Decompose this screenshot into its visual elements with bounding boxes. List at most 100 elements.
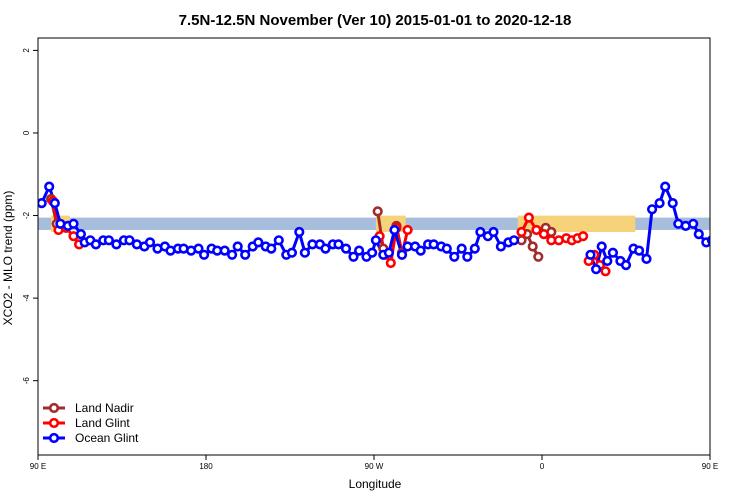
series-2-point-0-64 xyxy=(456,243,467,254)
legend-marker-1 xyxy=(48,417,60,429)
series-2-point-0-43 xyxy=(320,243,331,254)
series-2-point-0-50 xyxy=(367,247,378,258)
x-tick-label-3: 0 xyxy=(540,462,545,471)
series-2-point-1-22 xyxy=(729,237,737,245)
series-2-point-0-2 xyxy=(49,198,60,209)
series-2-point-0-1 xyxy=(44,181,55,192)
series-2-point-0-65 xyxy=(462,251,473,262)
series-2-point-1-11 xyxy=(654,198,665,209)
series-1-line-6 xyxy=(734,224,750,245)
series-2-point-1-16 xyxy=(688,218,699,229)
series-2-point-0-36 xyxy=(273,235,284,246)
series-2-point-1-2 xyxy=(596,241,607,252)
series-2-point-0-46 xyxy=(340,243,352,254)
series-2-point-0-35 xyxy=(266,243,277,254)
series-2-point-0-54 xyxy=(389,224,400,236)
series-1-point-3-1 xyxy=(523,212,535,223)
series-2-point-0-53 xyxy=(383,247,395,258)
series-2-point-0-12 xyxy=(111,239,122,250)
series-2-point-1-0 xyxy=(585,249,596,260)
series-2-point-0-24 xyxy=(193,243,204,254)
series-2-point-0-69 xyxy=(488,226,499,238)
x-axis-label: Longitude xyxy=(349,477,402,491)
series-2-point-0-30 xyxy=(232,241,243,252)
series-2-point-0-48 xyxy=(354,245,365,256)
plot-marks xyxy=(38,181,750,290)
series-0-point-1-0 xyxy=(372,206,383,217)
series-1-point-3-2 xyxy=(531,224,542,236)
legend-label-2: Ocean Glint xyxy=(75,431,139,445)
series-2-point-0-17 xyxy=(144,237,156,248)
series-1-point-4-3 xyxy=(577,231,589,242)
series-2-point-0-5 xyxy=(68,218,79,229)
series-0-point-3-3 xyxy=(533,251,544,262)
series-2-point-0-45 xyxy=(333,239,344,250)
series-0-point-5-1 xyxy=(723,245,731,253)
series-2-point-1-9 xyxy=(641,253,652,264)
series-1-point-2-5 xyxy=(402,224,413,236)
series-2-point-0-6 xyxy=(75,229,86,240)
series-2-point-1-17 xyxy=(693,229,704,240)
legend-label-0: Land Nadir xyxy=(75,401,134,415)
series-1-point-2-2 xyxy=(385,257,396,269)
series-2-point-1-19 xyxy=(706,235,710,246)
series-2-point-0-0 xyxy=(38,198,47,209)
series-2-point-0-33 xyxy=(253,237,264,248)
series-1-point-3-0 xyxy=(516,226,527,238)
series-2-point-1-4 xyxy=(607,247,619,258)
series-0-line-5 xyxy=(721,249,727,286)
series-2-point-0-11 xyxy=(103,235,114,246)
series-2-point-0-51 xyxy=(370,235,382,246)
y-tick-label-3: -4 xyxy=(22,294,31,302)
series-2-point-1-3 xyxy=(602,255,613,267)
y-tick-label-4: -6 xyxy=(22,377,31,385)
chart-title: 7.5N-12.5N November (Ver 10) 2015-01-01 … xyxy=(179,12,572,29)
series-1-point-6-0 xyxy=(731,226,739,234)
series-1-point-6-2 xyxy=(742,224,750,232)
series-2-point-1-20 xyxy=(716,241,724,249)
y-tick-label-2: -2 xyxy=(22,211,31,219)
series-2-point-1-13 xyxy=(667,198,678,209)
series-2-point-1-24 xyxy=(742,239,750,247)
series-2-point-0-29 xyxy=(227,249,238,260)
series-2-point-0-40 xyxy=(299,247,311,258)
series-1-point-5-3 xyxy=(600,266,611,277)
series-2-point-0-25 xyxy=(199,249,210,260)
land-mask-3 xyxy=(729,216,748,232)
series-2-point-1-6 xyxy=(620,260,632,271)
series-2-point-0-63 xyxy=(449,251,460,262)
series-2-point-0-55 xyxy=(396,249,408,260)
series-2-point-0-72 xyxy=(508,235,520,246)
series-2-point-1-10 xyxy=(646,204,658,215)
x-tick-label-1: 180 xyxy=(199,462,213,471)
series-2-point-0-47 xyxy=(348,251,359,262)
series-2-point-0-31 xyxy=(240,249,251,260)
series-2-point-1-21 xyxy=(723,237,731,245)
x-tick-label-0: 90 E xyxy=(30,462,46,471)
series-2-point-1-12 xyxy=(660,181,671,192)
y-tick-label-1: 0 xyxy=(22,130,31,135)
series-2-point-0-39 xyxy=(294,226,305,238)
series-1-point-3-3 xyxy=(538,229,550,240)
series-2-point-0-58 xyxy=(415,245,426,256)
legend-marker-2 xyxy=(48,432,60,444)
series-1-point-6-1 xyxy=(736,220,744,228)
series-2-point-0-70 xyxy=(495,241,507,252)
y-tick-label-0: 2 xyxy=(22,48,31,53)
legend-label-1: Land Glint xyxy=(75,416,130,430)
x-tick-label-2: 90 W xyxy=(365,462,384,471)
series-2-point-0-38 xyxy=(286,247,298,258)
series-2-point-1-23 xyxy=(736,241,744,249)
y-axis-label: XCO2 - MLO trend (ppm) xyxy=(1,191,15,326)
series-0-point-3-2 xyxy=(527,241,538,252)
legend-marker-0 xyxy=(48,402,60,414)
series-2-point-1-1 xyxy=(590,264,602,275)
series-2-point-1-8 xyxy=(633,245,645,256)
series-2-point-0-66 xyxy=(469,243,480,254)
series-2-point-0-67 xyxy=(475,226,486,238)
series-2-point-0-14 xyxy=(124,235,135,246)
series-0-point-5-0 xyxy=(717,282,725,290)
